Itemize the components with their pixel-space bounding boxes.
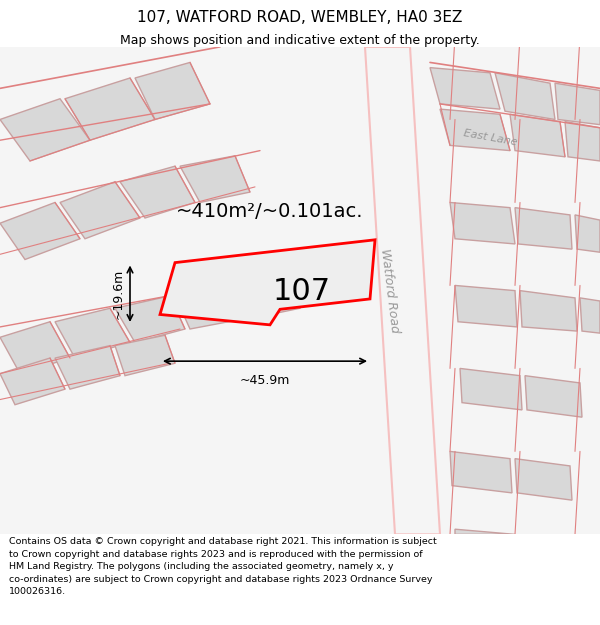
Polygon shape [0, 322, 70, 374]
Polygon shape [520, 291, 577, 331]
Polygon shape [455, 529, 515, 534]
Text: East Lane: East Lane [462, 129, 518, 148]
Polygon shape [365, 47, 440, 534]
Polygon shape [565, 121, 600, 161]
Polygon shape [115, 296, 185, 343]
Polygon shape [0, 202, 80, 259]
Text: 107: 107 [272, 277, 331, 306]
Polygon shape [0, 99, 90, 161]
Polygon shape [440, 109, 510, 151]
Polygon shape [65, 78, 155, 140]
Polygon shape [60, 182, 140, 239]
Text: Map shows position and indicative extent of the property.: Map shows position and indicative extent… [120, 34, 480, 47]
Text: ~19.6m: ~19.6m [112, 269, 125, 319]
Polygon shape [450, 202, 515, 244]
Polygon shape [555, 83, 600, 124]
Polygon shape [180, 156, 250, 202]
Polygon shape [460, 368, 522, 410]
Text: ~45.9m: ~45.9m [240, 374, 290, 387]
Polygon shape [580, 298, 600, 333]
Polygon shape [175, 286, 245, 329]
Polygon shape [515, 208, 572, 249]
Polygon shape [510, 114, 565, 157]
Polygon shape [120, 166, 195, 218]
Polygon shape [0, 358, 65, 405]
Polygon shape [575, 215, 600, 252]
Text: 107, WATFORD ROAD, WEMBLEY, HA0 3EZ: 107, WATFORD ROAD, WEMBLEY, HA0 3EZ [137, 10, 463, 25]
Polygon shape [430, 68, 500, 109]
Polygon shape [135, 62, 210, 119]
Polygon shape [455, 286, 517, 327]
Polygon shape [495, 72, 555, 119]
Polygon shape [515, 459, 572, 500]
Polygon shape [235, 277, 300, 319]
Polygon shape [55, 308, 130, 358]
Polygon shape [115, 335, 175, 376]
Text: ~410m²/~0.101ac.: ~410m²/~0.101ac. [176, 202, 364, 221]
Polygon shape [525, 376, 582, 417]
Polygon shape [55, 346, 120, 389]
Polygon shape [450, 451, 512, 493]
Text: Contains OS data © Crown copyright and database right 2021. This information is : Contains OS data © Crown copyright and d… [9, 537, 437, 596]
Polygon shape [160, 240, 375, 325]
Text: Watford Road: Watford Road [379, 248, 401, 334]
